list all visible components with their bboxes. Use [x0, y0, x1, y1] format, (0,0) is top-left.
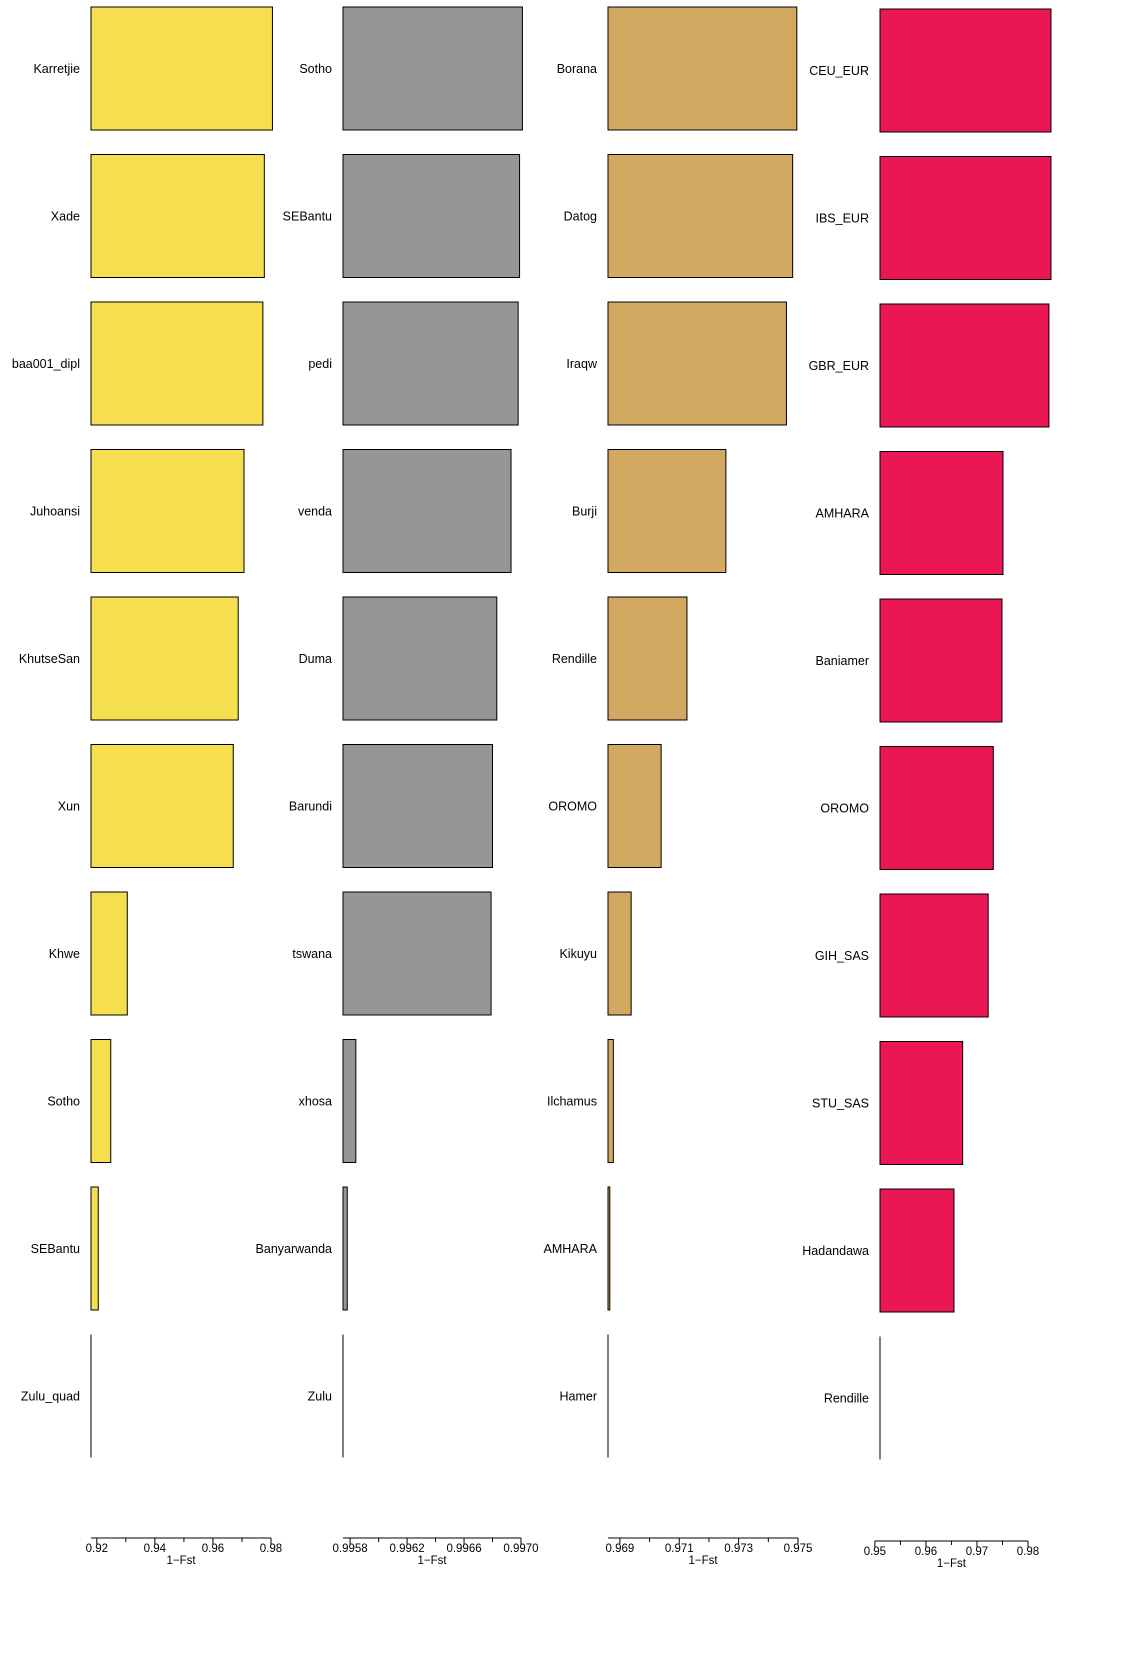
bar-category-label: venda — [298, 505, 332, 519]
bar — [343, 302, 518, 425]
bar — [91, 597, 238, 720]
bar — [608, 597, 687, 720]
bar — [343, 1187, 347, 1310]
bar — [880, 157, 1051, 280]
bar-category-label: Baniamer — [816, 654, 870, 668]
x-tick-label: 0.969 — [605, 1543, 634, 1555]
bar — [91, 7, 272, 130]
bar-category-label: SEBantu — [31, 1242, 80, 1256]
bar — [880, 599, 1002, 722]
bar — [91, 892, 127, 1015]
bar — [880, 894, 988, 1017]
bar-category-label: pedi — [308, 357, 332, 371]
bar-category-label: CEU_EUR — [809, 64, 869, 78]
bar — [608, 302, 786, 425]
bar-category-label: Juhoansi — [30, 505, 80, 519]
bar — [608, 745, 661, 868]
x-axis-title: 1−Fst — [688, 1555, 718, 1567]
bar-category-label: Rendille — [824, 1392, 869, 1406]
bar-category-label: Karretjie — [33, 62, 80, 76]
bar — [608, 155, 793, 278]
bar — [343, 892, 491, 1015]
bar-category-label: baa001_dipl — [12, 357, 80, 371]
bar — [343, 1040, 356, 1163]
bar-category-label: Hadandawa — [802, 1244, 869, 1258]
bar-category-label: Sotho — [47, 1095, 80, 1109]
bar — [343, 745, 493, 868]
x-tick-label: 0.94 — [144, 1543, 167, 1555]
bar-category-label: Zulu_quad — [21, 1390, 80, 1404]
bar-category-label: Duma — [299, 652, 332, 666]
bar-category-label: Xun — [58, 800, 80, 814]
bar-category-label: AMHARA — [544, 1242, 598, 1256]
x-tick-label: 0.9958 — [333, 1543, 368, 1555]
bar — [880, 1189, 954, 1312]
bar-category-label: Kikuyu — [559, 947, 597, 961]
bar — [91, 745, 233, 868]
bar-category-label: GIH_SAS — [815, 949, 869, 963]
bar — [608, 1040, 613, 1163]
bar-category-label: tswana — [292, 947, 332, 961]
x-tick-label: 0.9966 — [446, 1543, 481, 1555]
bar-category-label: Khwe — [49, 947, 80, 961]
bar-category-label: Zulu — [308, 1390, 332, 1404]
bar-category-label: AMHARA — [816, 507, 870, 521]
bar — [880, 747, 993, 870]
bar — [880, 304, 1049, 427]
bar-category-label: Datog — [564, 210, 597, 224]
x-tick-label: 0.9970 — [503, 1543, 538, 1555]
bar-category-label: Xade — [51, 210, 80, 224]
x-axis-title: 1−Fst — [417, 1555, 447, 1567]
x-tick-label: 0.98 — [1017, 1546, 1039, 1558]
bar-category-label: Borana — [557, 62, 597, 76]
bar-category-label: Sotho — [299, 62, 332, 76]
bar — [880, 452, 1003, 575]
bar — [343, 597, 497, 720]
bar — [608, 7, 797, 130]
bar-category-label: GBR_EUR — [809, 359, 869, 373]
bar — [91, 450, 244, 573]
bar — [880, 1042, 963, 1165]
x-tick-label: 0.973 — [724, 1543, 753, 1555]
x-axis-title: 1−Fst — [937, 1558, 967, 1570]
bar — [880, 9, 1051, 132]
bar — [91, 302, 263, 425]
bar-category-label: IBS_EUR — [816, 212, 870, 226]
x-tick-label: 0.96 — [915, 1546, 937, 1558]
bar-category-label: STU_SAS — [812, 1097, 869, 1111]
bar-category-label: Hamer — [559, 1390, 597, 1404]
x-tick-label: 0.92 — [86, 1543, 108, 1555]
bar — [91, 1187, 98, 1310]
bar — [608, 1187, 610, 1310]
x-tick-label: 0.98 — [260, 1543, 282, 1555]
bar — [608, 450, 726, 573]
bar-category-label: Ilchamus — [547, 1095, 597, 1109]
x-tick-label: 0.975 — [784, 1543, 813, 1555]
bar — [343, 155, 520, 278]
bar-category-label: Barundi — [289, 800, 332, 814]
bar-category-label: Banyarwanda — [256, 1242, 332, 1256]
bar-category-label: Rendille — [552, 652, 597, 666]
bar — [91, 155, 264, 278]
bar-category-label: Burji — [572, 505, 597, 519]
bar — [91, 1040, 111, 1163]
bar-category-label: Iraqw — [566, 357, 598, 371]
bar-category-label: SEBantu — [283, 210, 332, 224]
x-tick-label: 0.97 — [966, 1546, 988, 1558]
x-tick-label: 0.96 — [202, 1543, 224, 1555]
x-tick-label: 0.95 — [864, 1546, 886, 1558]
bar-category-label: OROMO — [820, 802, 869, 816]
bar — [343, 7, 522, 130]
bar-category-label: KhutseSan — [19, 652, 80, 666]
x-axis-title: 1−Fst — [166, 1555, 196, 1567]
x-tick-label: 0.971 — [665, 1543, 694, 1555]
bar-category-label: xhosa — [299, 1095, 332, 1109]
bar — [608, 892, 631, 1015]
bar-category-label: OROMO — [548, 800, 597, 814]
x-tick-label: 0.9962 — [389, 1543, 424, 1555]
bar — [343, 450, 511, 573]
